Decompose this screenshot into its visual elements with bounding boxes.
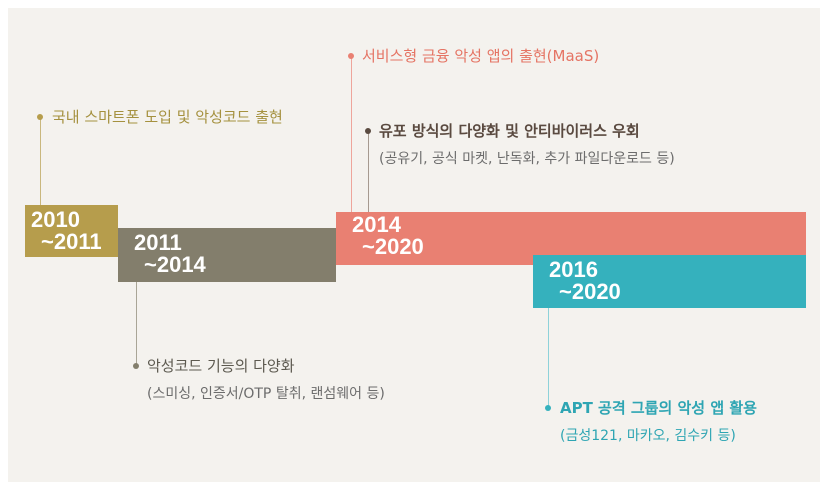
period-start: 2011: [134, 230, 182, 255]
period-start: 2014: [352, 212, 401, 237]
annotation-subtitle: (금성121, 마카오, 김수키 등): [560, 428, 736, 444]
annotation-subtitle: (스미싱, 인증서/OTP 탈취, 랜섬웨어 등): [147, 386, 385, 402]
period-bar-2010: 2010 ~2011: [25, 205, 118, 257]
connector-2010: [40, 117, 41, 205]
period-bar-2016: 2016 ~2020: [533, 255, 806, 308]
marker-dot-2014a: [348, 53, 354, 59]
annotation-2011: 악성코드 기능의 다양화 (스미싱, 인증서/OTP 탈취, 랜섬웨어 등): [147, 355, 385, 403]
period-end: ~2020: [362, 234, 424, 259]
period-end: ~2014: [144, 252, 206, 277]
marker-dot-2016: [545, 405, 551, 411]
annotation-title: 국내 스마트폰 도입 및 악성코드 출현: [52, 108, 283, 126]
connector-2014a: [351, 56, 352, 212]
period-start: 2016: [549, 257, 598, 282]
annotation-2010: 국내 스마트폰 도입 및 악성코드 출현: [52, 106, 283, 127]
annotation-2014-maas: 서비스형 금융 악성 앱의 출현(MaaS): [362, 45, 599, 66]
period-end: ~2011: [41, 229, 102, 254]
period-bar-2011: 2011 ~2014: [118, 228, 336, 282]
connector-2016: [548, 308, 549, 408]
period-end: ~2020: [559, 279, 621, 304]
annotation-2016: APT 공격 그룹의 악성 앱 활용 (금성121, 마카오, 김수키 등): [560, 397, 757, 445]
marker-dot-2014b: [365, 128, 371, 134]
annotation-title: APT 공격 그룹의 악성 앱 활용: [560, 399, 757, 417]
period-start: 2010: [31, 207, 80, 232]
marker-dot-2011: [133, 363, 139, 369]
annotation-title: 악성코드 기능의 다양화: [147, 357, 295, 375]
annotation-2014-distribution: 유포 방식의 다양화 및 안티바이러스 우회 (공유기, 공식 마켓, 난독화,…: [379, 120, 675, 168]
annotation-subtitle: (공유기, 공식 마켓, 난독화, 추가 파일다운로드 등): [379, 151, 675, 167]
connector-2011: [136, 282, 137, 366]
marker-dot-2010: [37, 114, 43, 120]
annotation-title: 유포 방식의 다양화 및 안티바이러스 우회: [379, 122, 640, 140]
annotation-title: 서비스형 금융 악성 앱의 출현(MaaS): [362, 47, 600, 65]
connector-2014b: [368, 131, 369, 212]
